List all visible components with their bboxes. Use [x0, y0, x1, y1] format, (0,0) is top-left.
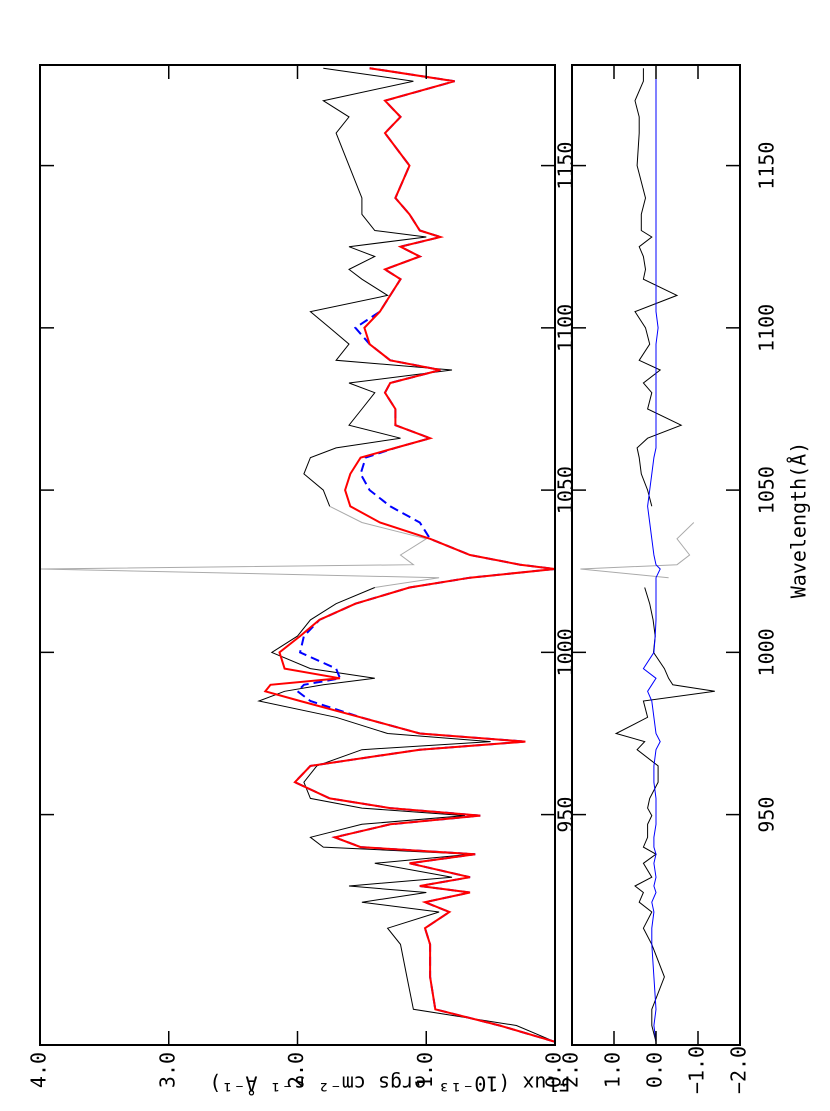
series-line — [257, 67, 556, 1043]
series-line — [580, 522, 695, 579]
y-tick-label: −2.0 — [727, 1046, 751, 1094]
series-line — [293, 67, 556, 1043]
y-tick-label: 1.0 — [601, 1052, 625, 1088]
x-tick-label: 950 — [755, 797, 779, 833]
plot-frame — [39, 64, 556, 1046]
series-line — [39, 505, 440, 588]
y-tick-label: −1.0 — [685, 1046, 709, 1094]
series-line — [614, 68, 715, 1042]
y-tick-label: 0.0 — [643, 1052, 667, 1088]
series-line — [263, 67, 556, 1043]
y-tick-label: 1.0 — [413, 1052, 437, 1088]
y-tick-label: 0.0 — [542, 1052, 566, 1088]
y-tick-label: 3.0 — [155, 1052, 179, 1088]
x-tick-label: 1100 — [755, 304, 779, 352]
series-line — [642, 68, 661, 1042]
y-tick-label: 4.0 — [27, 1052, 51, 1088]
x-tick-label: 1050 — [755, 466, 779, 514]
y-tick-label: 2.0 — [284, 1052, 308, 1088]
y-axis-label: Flux (10⁻¹³ ergs cm⁻² s⁻¹ Å⁻¹) — [209, 1072, 570, 1096]
x-tick-label: 1000 — [755, 628, 779, 676]
y-tick-label: 2.0 — [559, 1052, 583, 1088]
x-tick-label: 1150 — [755, 142, 779, 190]
x-axis-label: Wavelength(Å) — [787, 442, 811, 599]
